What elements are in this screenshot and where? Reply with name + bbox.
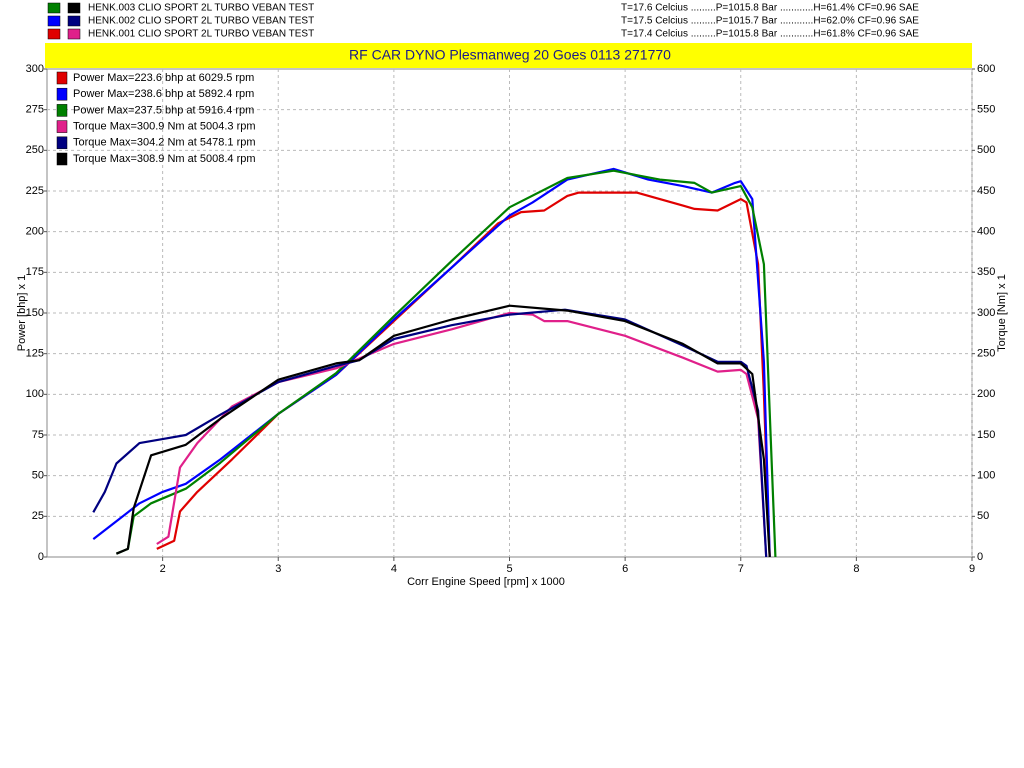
y-axis-label: Power [bhp] x 1: [16, 275, 28, 351]
y2-tick-label: 500: [977, 144, 995, 156]
y-tick-label: 300: [26, 63, 44, 75]
y-tick-label: 175: [26, 266, 44, 278]
run-info: T=17.4 Celcius .........P=1015.8 Bar ...…: [621, 29, 919, 40]
y-tick-label: 25: [32, 510, 44, 522]
chart-title: RF CAR DYNO Plesmanweg 20 Goes 0113 2717…: [349, 47, 671, 63]
run-swatch: [47, 15, 61, 27]
legend-label: Power Max=238.6 bhp at 5892.4 rpm: [73, 88, 254, 100]
legend-swatch: [56, 136, 68, 150]
y-tick-label: 200: [26, 226, 44, 238]
x-tick-label: 7: [738, 563, 744, 575]
x-tick-label: 8: [853, 563, 859, 575]
y-tick-label: 125: [26, 348, 44, 360]
legend-label: Torque Max=308.9 Nm at 5008.4 rpm: [73, 153, 256, 165]
y2-tick-label: 50: [977, 510, 989, 522]
y-tick-label: 225: [26, 185, 44, 197]
run-label: HENK.002 CLIO SPORT 2L TURBO VEBAN TEST: [88, 16, 314, 27]
series-line: [115, 169, 777, 558]
y-tick-label: 75: [32, 429, 44, 441]
y2-tick-label: 350: [977, 266, 995, 278]
x-tick-label: 2: [160, 563, 166, 575]
series-line: [115, 304, 771, 558]
y-tick-label: 50: [32, 470, 44, 482]
y2-axis-label: Torque [Nm] x 1: [996, 274, 1008, 352]
y2-tick-label: 600: [977, 63, 995, 75]
run-swatch: [47, 2, 61, 14]
x-tick-label: 5: [506, 563, 512, 575]
x-tick-label: 9: [969, 563, 975, 575]
y2-tick-label: 100: [977, 470, 995, 482]
x-tick-label: 3: [275, 563, 281, 575]
run-swatch: [47, 28, 61, 40]
legend-swatch: [56, 152, 68, 166]
series-line: [92, 167, 771, 558]
y2-tick-label: 150: [977, 429, 995, 441]
run-info: T=17.5 Celcius .........P=1015.7 Bar ...…: [621, 16, 919, 27]
x-axis-label: Corr Engine Speed [rpm] x 1000: [407, 576, 565, 588]
run-swatch: [67, 15, 81, 27]
y2-tick-label: 0: [977, 551, 983, 563]
y-tick-label: 250: [26, 144, 44, 156]
run-label: HENK.003 CLIO SPORT 2L TURBO VEBAN TEST: [88, 3, 314, 14]
legend-swatch: [56, 87, 68, 101]
run-info: T=17.6 Celcius .........P=1015.8 Bar ...…: [621, 3, 919, 14]
x-tick-label: 4: [391, 563, 397, 575]
legend-label: Power Max=237.5 bhp at 5916.4 rpm: [73, 104, 254, 116]
x-tick-label: 6: [622, 563, 628, 575]
y-tick-label: 275: [26, 104, 44, 116]
legend-swatch: [56, 71, 68, 85]
y-tick-label: 0: [38, 551, 44, 563]
y2-tick-label: 250: [977, 348, 995, 360]
y2-tick-label: 450: [977, 185, 995, 197]
run-swatch: [67, 2, 81, 14]
series-line: [156, 191, 771, 558]
y2-tick-label: 300: [977, 307, 995, 319]
y-tick-label: 150: [26, 307, 44, 319]
run-swatch: [67, 28, 81, 40]
legend-label: Power Max=223.6 bhp at 6029.5 rpm: [73, 72, 254, 84]
series-line: [92, 308, 768, 558]
y2-tick-label: 200: [977, 388, 995, 400]
y-tick-label: 100: [26, 388, 44, 400]
legend-swatch: [56, 120, 68, 133]
legend-label: Torque Max=304.2 Nm at 5478.1 rpm: [73, 137, 256, 149]
y2-tick-label: 550: [977, 104, 995, 116]
run-label: HENK.001 CLIO SPORT 2L TURBO VEBAN TEST: [88, 29, 314, 40]
title-bar: [45, 43, 972, 68]
legend-swatch: [56, 104, 68, 117]
legend-label: Torque Max=300.9 Nm at 5004.3 rpm: [73, 121, 256, 133]
y2-tick-label: 400: [977, 226, 995, 238]
